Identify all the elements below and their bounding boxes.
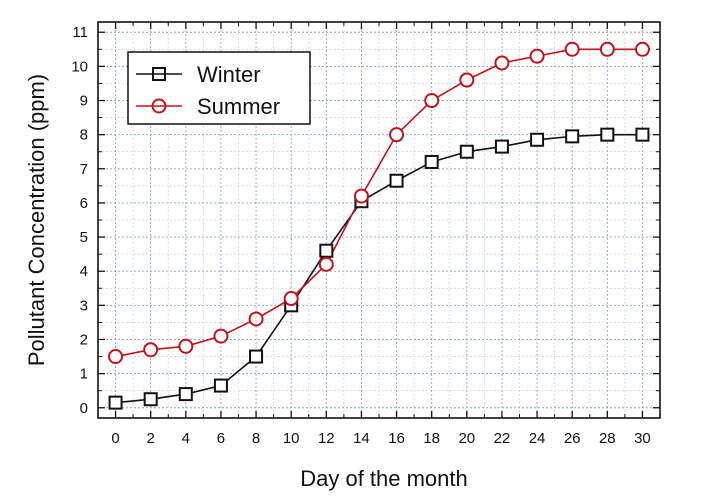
x-tick-label: 26	[564, 430, 581, 447]
data-point-summer	[318, 256, 334, 272]
x-tick-label: 16	[388, 430, 405, 447]
y-tick-label: 11	[72, 24, 88, 41]
x-tick-label: 28	[599, 430, 616, 447]
data-point-winter	[319, 243, 334, 258]
data-point-summer	[459, 72, 475, 88]
data-point-winter	[530, 132, 545, 147]
y-tick-label: 2	[80, 331, 88, 348]
y-axis-title: Pollutant Concentration (ppm)	[24, 74, 49, 366]
x-tick-label: 22	[494, 430, 511, 447]
data-point-winter	[143, 392, 158, 407]
x-tick-label: 2	[147, 430, 155, 447]
x-tick-label: 10	[283, 430, 300, 447]
y-tick-label: 4	[80, 263, 88, 280]
y-tick-label: 8	[80, 127, 88, 144]
y-tick-label: 10	[71, 58, 88, 75]
data-point-winter	[565, 129, 580, 144]
data-point-summer	[529, 48, 545, 64]
data-point-summer	[494, 55, 510, 71]
y-tick-label: 3	[80, 297, 88, 314]
y-tick-label: 1	[80, 366, 88, 383]
x-tick-label: 12	[318, 430, 335, 447]
data-point-winter	[178, 387, 193, 402]
data-point-summer	[389, 127, 405, 143]
y-tick-label: 6	[80, 195, 88, 212]
x-tick-label: 18	[423, 430, 440, 447]
x-tick-label: 8	[252, 430, 260, 447]
legend: Winter Summer	[127, 51, 311, 125]
x-tick-label: 20	[458, 430, 475, 447]
y-tick-label: 9	[80, 93, 88, 110]
legend-label-winter: Winter	[197, 62, 261, 87]
series-line-winter	[115, 133, 643, 404]
series-markers	[108, 41, 650, 410]
x-tick-labels: 0 2 4 6 8 10 12 14 16 18 20 22 24 26 28 30	[111, 430, 650, 447]
y-tick-label: 0	[80, 400, 88, 417]
data-point-winter	[459, 144, 474, 159]
legend-marker-summer	[151, 98, 167, 114]
y-tick-label: 5	[80, 229, 88, 246]
data-point-summer	[143, 342, 159, 358]
x-tick-label: 6	[217, 430, 225, 447]
data-point-winter	[635, 127, 650, 142]
data-point-winter	[249, 349, 264, 364]
x-tick-label: 4	[182, 430, 190, 447]
data-point-summer	[248, 311, 264, 327]
data-point-summer	[634, 41, 650, 57]
x-tick-label: 0	[111, 430, 119, 447]
data-point-winter	[213, 378, 228, 393]
data-point-winter	[389, 173, 404, 188]
series-line-summer	[115, 48, 643, 358]
series-lines	[115, 48, 643, 404]
data-point-winter	[424, 154, 439, 169]
data-point-winter	[600, 127, 615, 142]
data-point-winter	[494, 139, 509, 154]
data-point-summer	[424, 93, 440, 109]
x-axis-title: Day of the month	[300, 466, 468, 491]
x-tick-label: 14	[353, 430, 370, 447]
data-point-summer	[353, 188, 369, 204]
data-point-summer	[283, 291, 299, 307]
data-point-summer	[108, 349, 124, 365]
legend-marker-winter	[152, 67, 166, 81]
data-point-summer	[178, 338, 194, 354]
y-tick-label: 7	[80, 161, 88, 178]
legend-label-summer: Summer	[197, 94, 280, 119]
data-point-summer	[564, 41, 580, 57]
axes	[97, 21, 661, 419]
data-point-summer	[213, 328, 229, 344]
data-point-winter	[108, 395, 123, 410]
data-point-summer	[599, 41, 615, 57]
x-tick-label: 24	[529, 430, 546, 447]
x-tick-label: 30	[634, 430, 651, 447]
y-tick-labels: 0 1 2 3 4 5 6 7 8 9 10 11	[71, 24, 88, 417]
